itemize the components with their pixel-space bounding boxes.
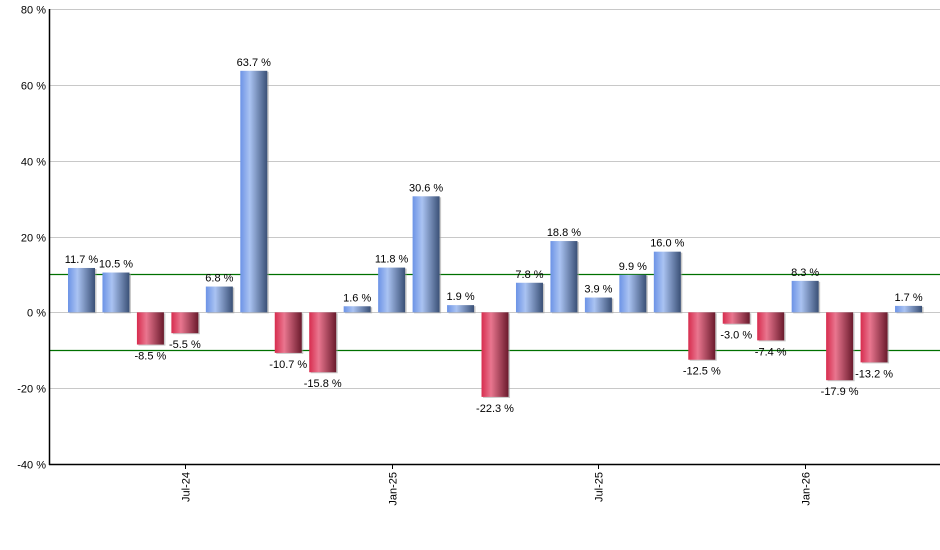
data-label: 3.9 % bbox=[584, 284, 612, 296]
data-label: -10.7 % bbox=[269, 359, 307, 371]
data-label: 11.8 % bbox=[375, 254, 409, 266]
y-tick-label: -20 % bbox=[17, 384, 46, 396]
x-axis-labels: Jul-24 Jan-25 Jul-25 Jan-26 bbox=[181, 472, 813, 506]
data-label: 1.7 % bbox=[894, 292, 922, 304]
bar bbox=[274, 312, 302, 353]
x-tick-label: Jul-24 bbox=[181, 472, 193, 502]
bar bbox=[791, 280, 819, 313]
bar bbox=[722, 312, 750, 324]
bar bbox=[515, 282, 543, 313]
data-label: 11.7 % bbox=[65, 254, 99, 266]
y-axis-labels: -40 % -20 % 0 % 20 % 40 % 60 % 80 % bbox=[17, 5, 46, 472]
y-tick-label: 60 % bbox=[21, 81, 46, 93]
data-label: 18.8 % bbox=[547, 227, 581, 239]
bar bbox=[826, 312, 854, 381]
y-tick-label: -40 % bbox=[17, 460, 46, 472]
data-label: -8.5 % bbox=[135, 351, 167, 363]
bar bbox=[653, 251, 681, 313]
data-label: 6.8 % bbox=[205, 273, 233, 285]
data-labels: 11.7 % 10.5 % -8.5 %-5.5 % 6.8 % 63.7 % -10.7… bbox=[65, 57, 923, 415]
bar bbox=[136, 312, 164, 345]
bar bbox=[895, 305, 923, 313]
bar bbox=[481, 312, 509, 397]
bar bbox=[240, 70, 268, 313]
data-label: 16.0 % bbox=[650, 238, 684, 250]
data-label: 1.6 % bbox=[343, 292, 371, 304]
data-label: -17.9 % bbox=[821, 386, 859, 398]
data-label: 1.9 % bbox=[446, 291, 474, 303]
y-tick-label: 20 % bbox=[21, 233, 46, 245]
y-tick-label: 0 % bbox=[27, 308, 46, 320]
x-tick-label: Jul-25 bbox=[594, 472, 606, 502]
data-label: 8.3 % bbox=[791, 267, 819, 279]
bar bbox=[860, 312, 888, 363]
data-label: -5.5 % bbox=[169, 339, 201, 351]
bar bbox=[171, 312, 199, 334]
data-label: 7.8 % bbox=[515, 269, 543, 281]
data-label: 30.6 % bbox=[409, 182, 443, 194]
data-label: -22.3 % bbox=[476, 403, 514, 415]
bar bbox=[550, 241, 578, 313]
x-tick-label: Jan-26 bbox=[801, 472, 813, 506]
bar bbox=[619, 274, 647, 313]
bar bbox=[378, 267, 406, 313]
data-label: -12.5 % bbox=[683, 366, 721, 378]
axes bbox=[48, 9, 940, 469]
bar bbox=[309, 312, 337, 373]
bar bbox=[412, 196, 440, 313]
data-label: -15.8 % bbox=[304, 378, 342, 390]
bar bbox=[688, 312, 716, 360]
bar bbox=[102, 272, 130, 313]
bars bbox=[68, 70, 924, 398]
data-label: -13.2 % bbox=[855, 368, 893, 380]
bar bbox=[584, 297, 612, 313]
bar bbox=[343, 306, 371, 313]
data-label: 10.5 % bbox=[99, 259, 133, 271]
x-tick-label: Jan-25 bbox=[388, 472, 400, 506]
data-label: -7.4 % bbox=[755, 346, 787, 358]
y-tick-label: 40 % bbox=[21, 157, 46, 169]
bar bbox=[205, 286, 233, 313]
bar bbox=[68, 267, 95, 313]
bar bbox=[757, 312, 785, 341]
bar bbox=[447, 305, 475, 313]
data-label: 63.7 % bbox=[237, 57, 271, 69]
y-tick-label: 80 % bbox=[21, 5, 46, 17]
data-label: -3.0 % bbox=[720, 330, 752, 342]
data-label: 9.9 % bbox=[619, 261, 647, 273]
